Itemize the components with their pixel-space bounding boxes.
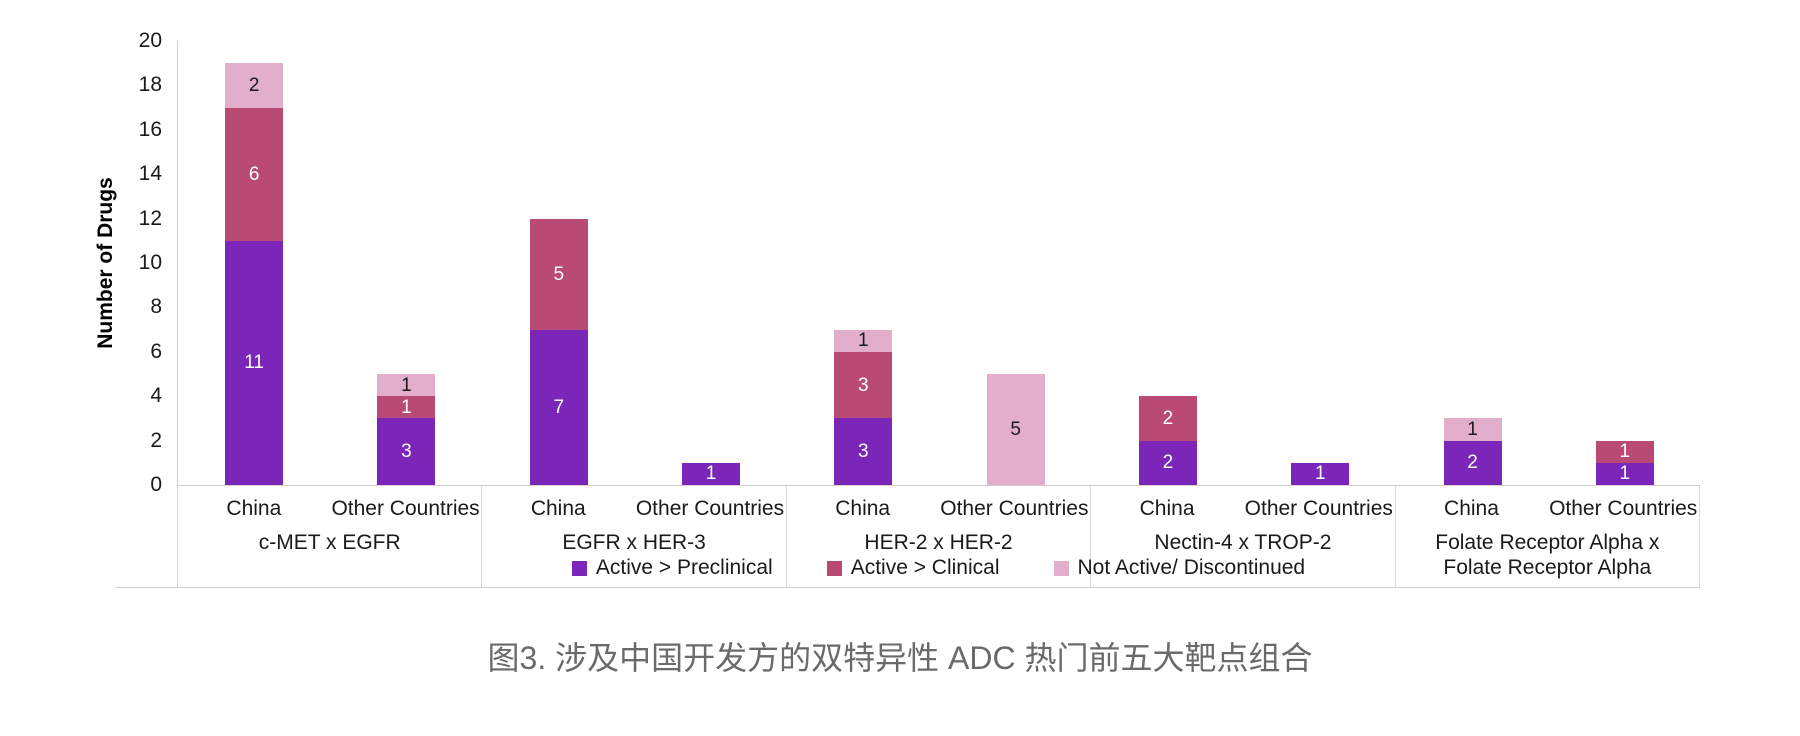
bar-value-label: 2 [1162,407,1174,429]
bar-segment: 2 [1138,396,1197,441]
bar-segment: 5 [529,218,588,330]
target-combination-label: Folate Receptor Alpha x Folate Receptor … [1435,531,1660,579]
bar-value-label: 3 [858,374,869,396]
plot-area: 11 6 2 3 1 1 7 5 1 3 3 1 5 2 2 1 2 1 1 1 [177,41,1701,485]
country-label-row: China Other Countries [787,497,1090,521]
country-label-row: China Other Countries [1396,497,1699,521]
target-combination-label: Nectin-4 x TROP-2 [1154,531,1332,554]
y-tick-label: 16 [138,117,162,141]
legend-swatch-icon [1053,560,1069,576]
category-group-cell: China Other Countries EGFR x HER-3 [482,486,787,587]
legend-swatch-icon [571,560,587,576]
bar-value-label: 6 [248,163,260,185]
country-label: Other Countries [635,497,785,520]
bar-value-label: 1 [1619,441,1631,463]
legend-swatch-icon [826,560,842,576]
legend: Active > Preclinical Active > Clinical Not… [177,556,1700,580]
country-label: China [1444,497,1499,520]
axis-bottom-border [115,587,1700,588]
bar-segment: 1 [377,396,436,419]
y-tick-label: 20 [138,29,162,52]
legend-item: Not Active/ Discontinued [1053,556,1306,580]
target-combination-label: EGFR x HER-3 [562,531,706,554]
country-label: China [1139,497,1195,520]
country-label-row: China Other Countries [482,497,785,521]
bar-value-label: 1 [705,463,717,485]
y-tick-label: 18 [138,73,162,97]
category-group-cell: China Other Countries c-MET x EGFR [177,486,483,587]
bar-segment: 2 [1138,440,1197,485]
target-combination-label: c-MET x EGFR [258,531,401,554]
legend-label: Not Active/ Discontinued [1077,556,1306,579]
country-label: China [530,497,586,520]
legend-label: Active > Clinical [850,556,1000,579]
legend-item: Active > Preclinical [571,556,773,580]
category-group-cell: China Other Countries Nectin-4 x TROP-2 [1091,486,1396,587]
bar-value-label: 5 [553,263,565,285]
country-label: China [226,497,282,520]
country-label: Other Countries [940,497,1089,520]
bar-segment: 1 [1443,418,1502,441]
y-tick-label: 2 [150,428,162,452]
y-tick-label: 0 [150,473,162,496]
country-label: Other Countries [1244,497,1393,520]
bar-segment: 1 [377,374,436,397]
bar-segment: 3 [377,418,436,485]
y-tick-label: 14 [138,162,162,186]
bar-value-label: 2 [1467,452,1478,474]
bar-value-label: 3 [401,441,412,463]
bar-segment: 1 [834,329,893,352]
country-label: China [835,497,891,520]
bar-segment: 7 [529,329,588,485]
legend-label: Active > Preclinical [595,556,773,579]
bar-value-label: 1 [1619,463,1631,485]
y-tick-label: 8 [150,295,162,319]
bar-segment: 3 [834,418,893,485]
bar-value-label: 5 [1010,419,1021,440]
chart-title: 图3. 涉及中国开发方的双特异性 ADC 热门前五大靶点组合 [487,640,1313,676]
bar-value-label: 11 [244,352,264,374]
bar-segment: 1 [1595,440,1654,463]
bar-value-label: 1 [858,330,869,352]
country-label: Other Countries [1549,497,1698,520]
bar-value-label: 1 [1314,463,1326,485]
legend-item: Active > Clinical [826,556,1000,580]
bar-value-label: 1 [401,396,412,418]
bar-value-label: 3 [858,441,869,463]
bar-value-label: 1 [1467,419,1478,441]
y-tick-label: 12 [138,206,162,230]
country-label-row: China Other Countries [1091,497,1394,521]
category-group-cell: China Other Countries HER-2 x HER-2 [787,486,1092,587]
bar-value-label: 7 [553,396,565,418]
country-label: Other Countries [331,497,480,520]
bar-segment: 3 [834,351,893,419]
bar-value-label: 2 [1162,452,1174,474]
bar-segment: 11 [225,240,284,485]
bar-segment: 1 [1595,462,1654,485]
y-tick-label: 10 [138,251,162,274]
bar-segment: 2 [225,63,284,108]
category-group-cell: China Other Countries Folate Receptor Alph… [1396,486,1701,587]
bar-segment: 5 [986,374,1045,485]
target-combination-label: HER-2 x HER-2 [864,531,1013,554]
bar-value-label: 1 [401,374,412,396]
bar-segment: 2 [1443,440,1502,485]
bar-segment: 1 [1291,462,1350,485]
bar-segment: 1 [682,462,741,485]
bar-segment: 6 [225,107,284,241]
category-axis: China Other Countries c-MET x EGFR China Oth… [177,485,1701,587]
bar-value-label: 2 [248,74,260,96]
y-tick-label: 6 [150,339,162,363]
country-label-row: China Other Countries [178,497,481,521]
y-tick-label: 4 [150,384,162,408]
